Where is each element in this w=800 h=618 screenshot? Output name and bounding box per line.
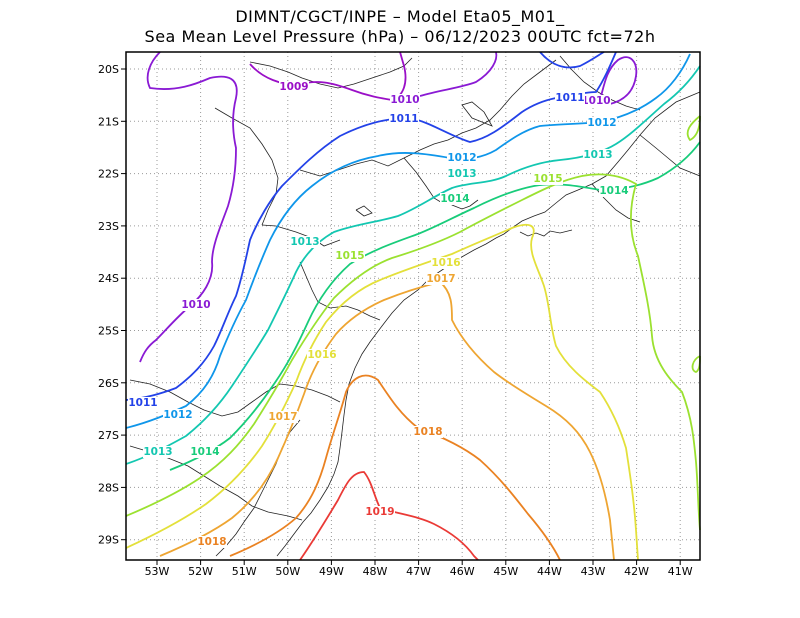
- y-tick-label: 24S: [98, 272, 119, 285]
- isobar-label-bg: [583, 149, 613, 161]
- isobar-1011-top: [539, 51, 605, 69]
- isobar-label-1011: 1011: [128, 397, 157, 409]
- x-tick-label: 50W: [275, 565, 300, 578]
- y-tick-label: 28S: [98, 481, 119, 494]
- x-tick-label: 42W: [624, 565, 649, 578]
- isobar-label-1011: 1011: [555, 92, 584, 104]
- y-tick-label: 29S: [98, 534, 119, 547]
- isobar-label-bg: [279, 81, 309, 93]
- isobar-label-bg: [431, 257, 461, 269]
- y-tick-label: 21S: [98, 115, 119, 128]
- y-tick-label: 22S: [98, 168, 119, 181]
- y-tick-label: 27S: [98, 429, 119, 442]
- isobar-label-1010: 1010: [181, 299, 210, 311]
- isobar-label-1018: 1018: [413, 426, 442, 438]
- isobar-label-1015: 1015: [533, 173, 562, 185]
- x-tick-label: 51W: [232, 565, 257, 578]
- isobar-label-1017: 1017: [426, 273, 455, 285]
- isobar-label-bg: [533, 173, 563, 185]
- isobar-label-1013: 1013: [447, 168, 476, 180]
- isobar-label-bg: [426, 273, 456, 285]
- isobar-1017: [159, 281, 615, 561]
- isobar-label-bg: [181, 299, 211, 311]
- isobar-1010-east: [419, 51, 498, 97]
- isobar-1010-ne: [599, 56, 638, 105]
- isobar-label-1013: 1013: [583, 149, 612, 161]
- isobar-1016: [125, 223, 639, 561]
- x-tick-label: 46W: [450, 565, 475, 578]
- x-tick-label: 52W: [188, 565, 213, 578]
- x-tick-label: 49W: [319, 565, 344, 578]
- isobar-1015: [125, 173, 701, 531]
- isobar-label-bg: [290, 236, 320, 248]
- x-tick-label: 45W: [493, 565, 518, 578]
- x-tick-label: 47W: [406, 565, 431, 578]
- isobar-label-bg: [390, 94, 420, 106]
- isobar-label-bg: [447, 168, 477, 180]
- x-tick-label: 53W: [145, 565, 170, 578]
- y-tick-label: 26S: [98, 377, 119, 390]
- isobar-label-bg: [365, 506, 395, 518]
- isobar-label-bg: [268, 411, 298, 423]
- isobar-1012: [125, 53, 691, 429]
- isobar-label-bg: [440, 193, 470, 205]
- isobar-label-1018: 1018: [197, 536, 226, 548]
- isobar-label-1009: 1009: [279, 81, 308, 93]
- y-tick-label: 20S: [98, 63, 119, 76]
- isobar-label-bg: [190, 446, 220, 458]
- isobar-label-1010: 1010: [390, 94, 419, 106]
- x-tick-label: 48W: [363, 565, 388, 578]
- y-tick-label: 23S: [98, 220, 119, 233]
- isobar-label-1011: 1011: [389, 113, 418, 125]
- isobar-label-1014: 1014: [190, 446, 219, 458]
- title-line-2: Sea Mean Level Pressure (hPa) – 06/12/20…: [144, 27, 656, 46]
- isobar-label-bg: [197, 536, 227, 548]
- grid-lines: [126, 52, 700, 560]
- isobar-label-bg: [307, 349, 337, 361]
- isobar-label-1012: 1012: [163, 409, 192, 421]
- x-tick-label: 43W: [581, 565, 606, 578]
- isobar-label-1014: 1014: [599, 185, 628, 197]
- isobar-label-1012: 1012: [587, 117, 616, 129]
- isobar-1015-ne: [686, 115, 701, 142]
- isobar-label-bg: [389, 113, 419, 125]
- coastline-and-borders: [129, 55, 701, 557]
- isobar-1010-west: [139, 51, 238, 363]
- isobar-label-1010: 1010: [581, 95, 610, 107]
- isobar-1015-e: [691, 355, 701, 373]
- isobar-label-bg: [413, 426, 443, 438]
- isobar-1013: [125, 65, 701, 465]
- isobar-label-bg: [599, 185, 629, 197]
- isobar-label-bg: [143, 446, 173, 458]
- isobar-label-bg: [581, 95, 611, 107]
- isobar-1018: [229, 374, 561, 561]
- isobar-label-1014: 1014: [440, 193, 469, 205]
- x-tick-label: 41W: [668, 565, 693, 578]
- isobar-label-1012: 1012: [447, 152, 476, 164]
- isobar-label-bg: [128, 397, 158, 409]
- isobar-1019: [299, 471, 479, 561]
- y-axis-ticks: 20S 21S 22S 23S 24S 25S 26S 27S 28S 29S: [98, 63, 126, 547]
- isobar-label-1019: 1019: [365, 506, 394, 518]
- isobar-label-1016: 1016: [431, 257, 460, 269]
- isobar-label-bg: [447, 152, 477, 164]
- isobar-label-bg: [163, 409, 193, 421]
- isobar-1009: [249, 51, 407, 101]
- y-tick-label: 25S: [98, 325, 119, 338]
- x-tick-label: 44W: [537, 565, 562, 578]
- isobar-label-1016: 1016: [307, 349, 336, 361]
- isobar-label-1015: 1015: [335, 250, 364, 262]
- isobar-label-1013: 1013: [290, 236, 319, 248]
- map-frame: [125, 51, 701, 561]
- isobar-label-1017: 1017: [268, 411, 297, 423]
- isobar-label-bg: [587, 117, 617, 129]
- isobar-label-bg: [335, 250, 365, 262]
- x-axis-ticks: 53W 52W 51W 50W 49W 48W 47W 46W 45W 44W 43W 42W 41W: [145, 560, 693, 578]
- isobar-label-1013: 1013: [143, 446, 172, 458]
- title-line-1: DIMNT/CGCT/INPE – Model Eta05_M01_: [235, 7, 565, 26]
- isobar-labels: 1009101010101010101110111011101210121012…: [128, 81, 629, 548]
- isobar-label-bg: [555, 92, 585, 104]
